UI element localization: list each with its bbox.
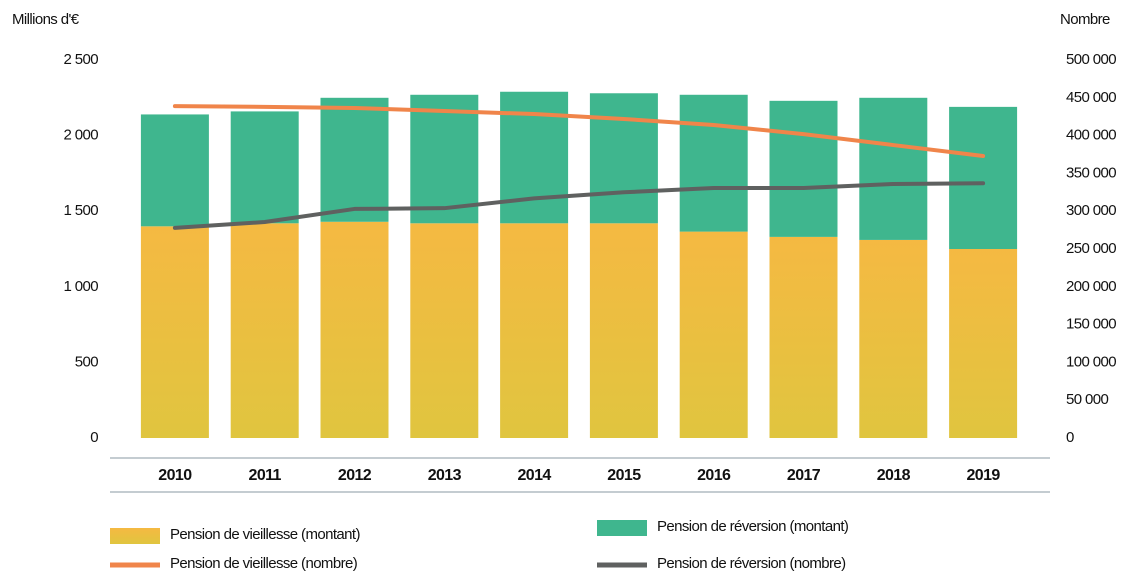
y-tick-label: 500 (75, 353, 98, 370)
x-tick-label: 2015 (607, 467, 641, 484)
y2-tick-label: 300 000 (1066, 202, 1116, 219)
bar (500, 223, 569, 438)
bar (769, 100, 838, 237)
y-tick-label: 0 (90, 429, 98, 446)
y2-tick-label: 350 000 (1066, 164, 1116, 181)
x-tick-label: 2014 (517, 467, 551, 484)
legend-label: Pension de réversion (nombre) (657, 555, 846, 572)
line (172, 104, 986, 159)
y2-tick-label: 450 000 (1066, 89, 1116, 106)
y-tick-label: 2 500 (63, 51, 98, 68)
y-tick-label: 1 000 (63, 278, 98, 295)
y2-tick-label: 500 000 (1066, 51, 1116, 68)
line (172, 181, 986, 230)
bar (140, 226, 209, 438)
y2-tick-label: 150 000 (1066, 316, 1116, 333)
y2-tick-label: 0 (1066, 429, 1074, 446)
x-tick-label: 2011 (249, 467, 282, 484)
y2-axis-label: Nombre (1060, 11, 1110, 28)
y2-tick-label: 200 000 (1066, 278, 1116, 295)
y-tick-label: 2 000 (63, 127, 98, 144)
bar (230, 223, 299, 438)
bar (410, 223, 479, 438)
legend-label: Pension de vieillesse (nombre) (170, 555, 358, 572)
x-tick-label: 2016 (697, 467, 731, 484)
bar (769, 236, 838, 438)
y-tick-label: 1 500 (63, 202, 98, 219)
bar (679, 231, 748, 438)
bar (949, 249, 1018, 438)
bar (589, 223, 658, 438)
y-axis-label: Millions d'€ (12, 11, 80, 28)
bar (589, 93, 658, 224)
y2-tick-label: 100 000 (1066, 353, 1116, 370)
y2-tick-label: 50 000 (1066, 391, 1109, 408)
x-tick-label: 2018 (877, 467, 911, 484)
x-tick-label: 2019 (966, 467, 1000, 484)
bar (859, 239, 928, 438)
y2-tick-label: 400 000 (1066, 127, 1116, 144)
x-tick-label: 2017 (787, 467, 821, 484)
bar (230, 111, 299, 224)
legend-label: Pension de vieillesse (montant) (170, 526, 360, 543)
bar (320, 221, 389, 438)
bar (140, 114, 209, 227)
bar (410, 94, 479, 224)
x-tick-label: 2013 (428, 467, 462, 484)
bar (859, 97, 928, 240)
x-tick-label: 2012 (338, 467, 372, 484)
x-tick-label: 2010 (158, 467, 192, 484)
bar (320, 97, 389, 222)
legend-swatch (110, 528, 160, 544)
legend-swatch (597, 520, 647, 536)
legend-label: Pension de réversion (montant) (657, 518, 849, 535)
y2-tick-label: 250 000 (1066, 240, 1116, 257)
bar (679, 94, 748, 232)
bar (949, 106, 1018, 249)
